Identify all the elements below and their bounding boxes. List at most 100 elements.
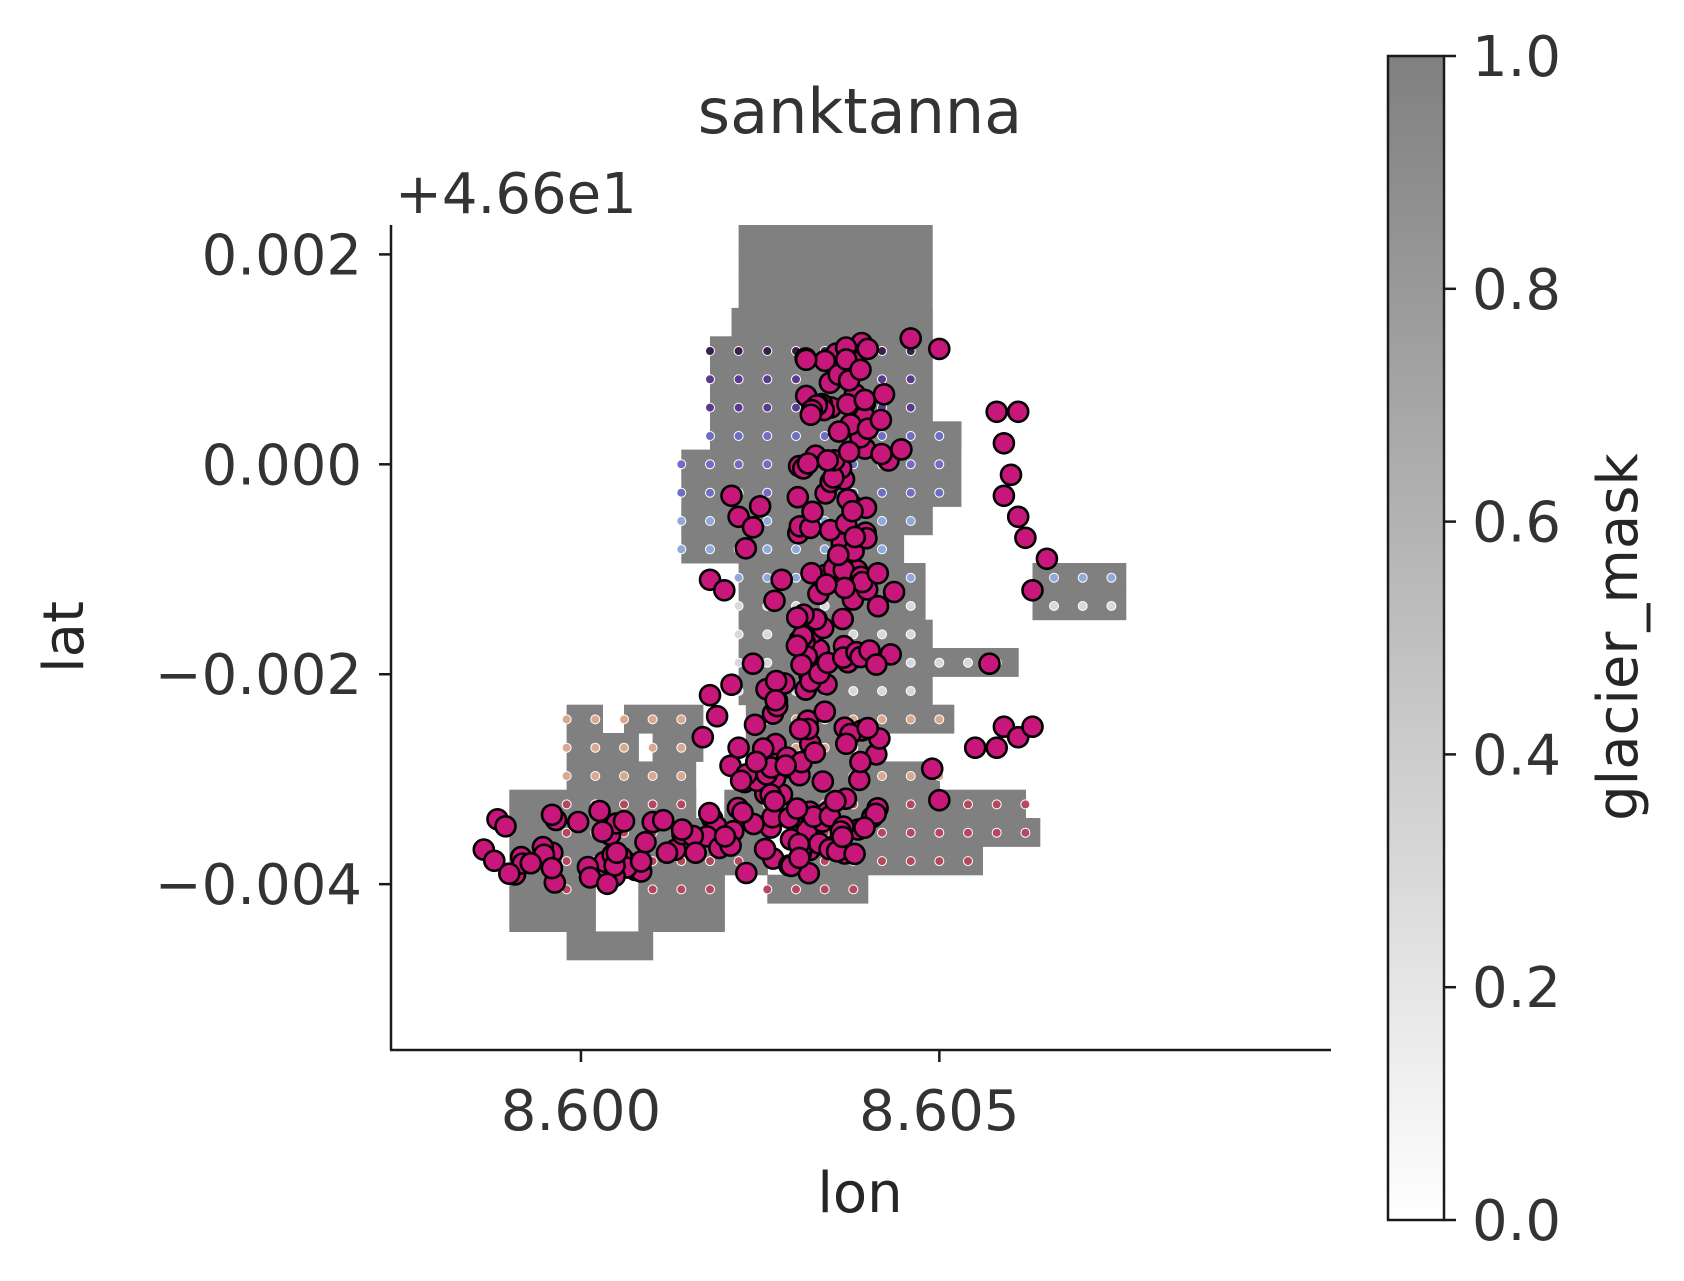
data-point: [811, 770, 835, 793]
small-point: [733, 572, 744, 583]
small-point: [963, 799, 973, 810]
small-point: [905, 827, 916, 838]
data-point: [763, 589, 786, 613]
data-point: [482, 849, 506, 873]
data-point: [595, 872, 619, 896]
data-point: [813, 700, 837, 724]
small-point: [791, 402, 801, 413]
small-point: [877, 516, 887, 526]
data-point: [753, 837, 777, 861]
colorbar-tick-label: 0.2: [1472, 956, 1561, 1021]
small-point: [590, 771, 601, 781]
colorbar-tick-label: 0.6: [1472, 491, 1561, 556]
data-point: [786, 485, 810, 509]
small-point: [877, 487, 887, 498]
data-point: [869, 408, 893, 432]
small-point: [647, 884, 658, 895]
small-point: [848, 686, 859, 696]
data-point: [890, 438, 913, 461]
data-point: [814, 573, 838, 596]
data-point: [796, 452, 820, 475]
small-point: [791, 374, 801, 385]
data-point: [1014, 526, 1037, 550]
y-offset-label: +4.66e1: [395, 162, 637, 227]
small-point: [877, 431, 887, 441]
glacier-mask-cell: [638, 903, 725, 932]
small-point: [762, 487, 773, 498]
data-point: [729, 769, 753, 793]
y-axis-ticks: 0.002 0.000 −0.002 −0.004: [155, 223, 391, 918]
small-point: [905, 799, 916, 810]
data-point: [1006, 400, 1030, 424]
plot-area: [472, 166, 1127, 961]
data-point: [963, 736, 987, 760]
small-point: [963, 827, 973, 838]
data-point: [834, 732, 858, 756]
small-point: [905, 572, 916, 583]
small-point: [905, 374, 916, 385]
small-point: [762, 459, 773, 470]
colorbar-tick-label: 0.4: [1472, 723, 1561, 788]
data-point: [837, 440, 861, 464]
data-point: [785, 797, 809, 820]
data-point: [841, 499, 864, 523]
data-point: [629, 850, 653, 873]
data-point: [882, 580, 906, 604]
small-point: [733, 346, 744, 356]
data-point: [788, 717, 812, 741]
data-point: [741, 652, 765, 676]
data-point: [816, 449, 840, 472]
data-point: [540, 856, 564, 880]
glacier-mask-cell: [738, 279, 933, 309]
small-point: [877, 856, 887, 867]
small-point: [733, 629, 744, 640]
data-point: [684, 841, 707, 865]
data-point: [748, 494, 772, 518]
small-point: [905, 402, 916, 413]
data-point: [920, 757, 944, 781]
small-point: [705, 487, 715, 498]
colorbar-ticks: 0.0 0.2 0.4 0.6 0.8 1.0: [1444, 25, 1561, 1254]
y-tick-label: 0.000: [202, 433, 362, 498]
small-point: [877, 686, 887, 696]
data-point: [774, 754, 798, 777]
small-point: [705, 884, 715, 895]
small-point: [905, 856, 916, 867]
small-point: [991, 799, 1002, 810]
small-point: [705, 346, 715, 356]
small-point: [705, 374, 715, 385]
small-point: [619, 742, 629, 753]
small-point: [762, 374, 773, 385]
data-point: [985, 400, 1009, 424]
data-point: [744, 750, 768, 774]
small-point: [705, 459, 715, 470]
small-point: [963, 657, 973, 668]
small-point: [819, 884, 830, 895]
small-point: [762, 629, 773, 640]
small-point: [934, 459, 945, 470]
small-point: [762, 431, 773, 441]
data-point: [833, 576, 857, 600]
data-point: [494, 814, 517, 838]
data-point: [849, 750, 872, 774]
data-point: [801, 500, 824, 524]
data-point: [540, 803, 564, 827]
small-point: [561, 771, 572, 781]
small-point: [934, 487, 945, 498]
small-point: [934, 714, 945, 725]
small-point: [877, 544, 887, 555]
small-point: [733, 459, 744, 470]
small-point: [676, 771, 687, 781]
x-tick-label: 8.600: [501, 1079, 661, 1144]
data-point: [992, 484, 1016, 508]
small-point: [905, 629, 916, 640]
small-point: [762, 884, 773, 895]
small-point: [791, 884, 801, 895]
data-point: [999, 463, 1023, 487]
small-point: [1049, 601, 1059, 611]
data-point: [764, 688, 788, 712]
data-point: [720, 484, 743, 508]
glacier-mask-cell: [739, 166, 905, 195]
small-point: [905, 657, 916, 668]
data-point: [519, 851, 543, 875]
